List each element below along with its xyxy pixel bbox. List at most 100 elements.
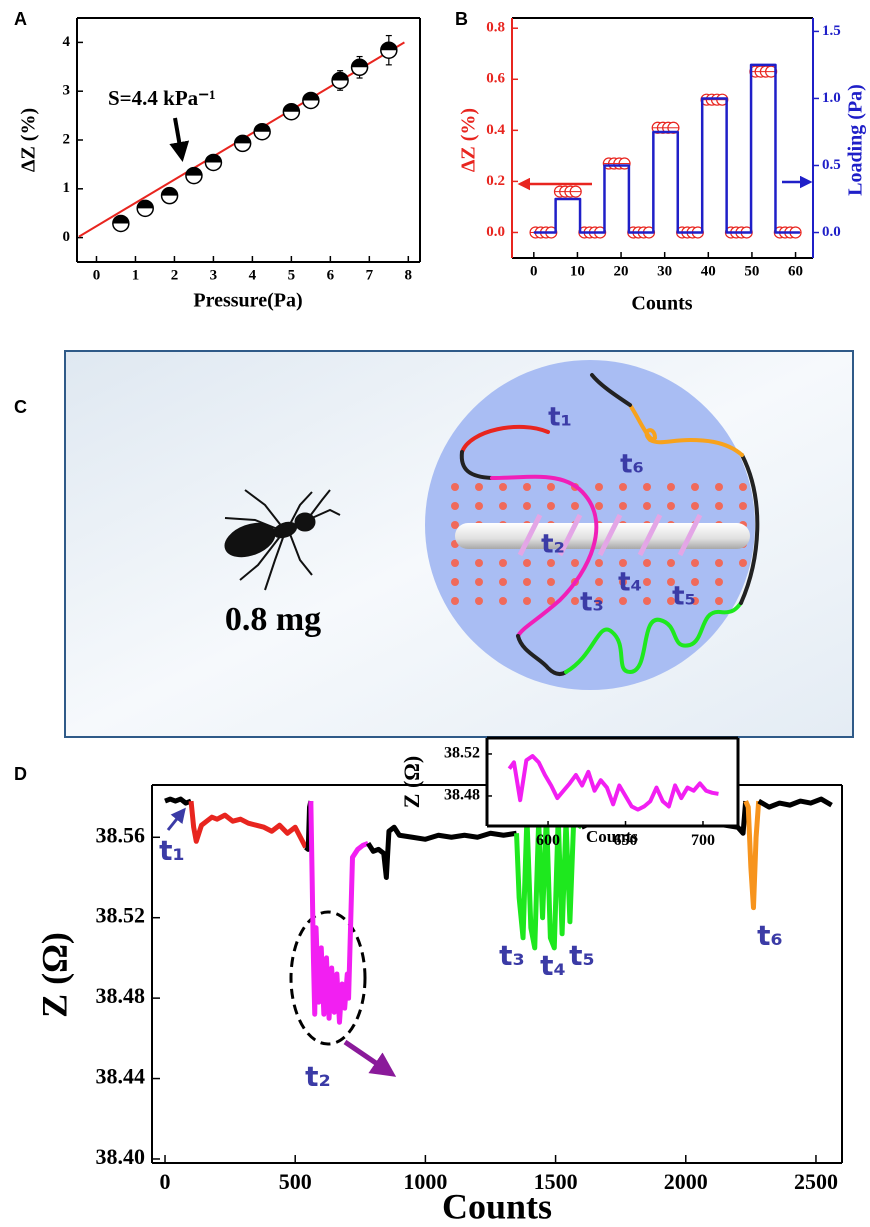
x-tick-label: 700 <box>691 832 715 849</box>
annotation: S=4.4 kPa⁻¹ <box>108 86 216 110</box>
dot <box>499 578 507 586</box>
dot <box>523 502 531 510</box>
dot <box>715 597 723 605</box>
panel-label: C <box>14 397 27 417</box>
trajectory <box>459 373 760 677</box>
ant <box>224 489 341 591</box>
y2-axis-title: Loading (Pa) <box>845 84 867 196</box>
dot <box>715 483 723 491</box>
chart-panel: 0 500 1000 1500 2000 2500 38.40 38.44 38.48 38.52… <box>14 764 843 1226</box>
mass-label: 0.8 mg <box>225 601 321 638</box>
dot <box>595 483 603 491</box>
data-point-half <box>254 123 271 132</box>
y-tick-label: 2 <box>63 131 71 147</box>
dot <box>691 483 699 491</box>
dot <box>739 559 747 567</box>
x-tick-label: 1 <box>132 268 140 284</box>
dot <box>667 502 675 510</box>
chart-panel: 600 650 700 38.48 38.52 Counts Z (Ω) <box>399 736 740 849</box>
y-tick-label: 0 <box>63 229 71 245</box>
time-marker: t₆ <box>757 919 783 952</box>
dot <box>619 559 627 567</box>
x-tick-label: 3 <box>210 268 218 284</box>
x-tick-label: 50 <box>744 264 759 280</box>
data-point-half <box>185 167 202 176</box>
y-tick-label: 0.0 <box>486 224 505 240</box>
x-tick-label: 0 <box>160 1169 171 1194</box>
x-tick-label: 40 <box>701 264 716 280</box>
dot <box>667 578 675 586</box>
dot <box>475 483 483 491</box>
dot <box>619 578 627 586</box>
y-tick-label: 0.4 <box>486 122 505 138</box>
dot <box>547 578 555 586</box>
data-point-half <box>380 42 397 51</box>
y2-tick-label: 1.0 <box>822 90 841 106</box>
x-tick-label: 8 <box>405 268 413 284</box>
dot <box>595 578 603 586</box>
data-line <box>514 810 584 951</box>
x-tick-label: 4 <box>249 268 257 284</box>
y-axis-title: Z (Ω) <box>34 932 74 1018</box>
chart-panel: 0 10 20 30 40 50 60 0.0 0.2 0.4 0.6 0.8 0.0 0.5 1.0 1.5… <box>455 9 867 315</box>
x-tick-label: 600 <box>536 832 560 849</box>
x-tick-label: 2000 <box>664 1169 708 1194</box>
time-marker: t₆ <box>620 450 644 480</box>
y2-tick-label: 1.5 <box>822 23 841 39</box>
dot <box>499 483 507 491</box>
dot <box>691 578 699 586</box>
dot <box>571 502 579 510</box>
data-point-half <box>332 72 349 81</box>
data-point-half <box>302 92 319 101</box>
data-line <box>164 796 192 806</box>
dot <box>691 502 699 510</box>
panel-c: C 0.8 mg <box>14 350 854 738</box>
dot <box>451 597 459 605</box>
x-tick-label: 650 <box>614 832 638 849</box>
y-tick-label: 1 <box>63 180 71 196</box>
x-tick-label: 2 <box>171 268 179 284</box>
dot <box>523 578 531 586</box>
plots: 0 1 2 3 4 5 6 7 8 0 1 2 3 4 A Pressure(Pa) ΔZ (%) S=4.4 k… <box>14 9 867 1227</box>
x-tick-label: 0 <box>530 264 538 280</box>
dot <box>475 597 483 605</box>
y-tick-label: 38.40 <box>96 1144 146 1169</box>
data-point-half <box>112 215 129 224</box>
data-point-half <box>137 200 154 209</box>
y-tick-label: 38.52 <box>444 745 480 762</box>
data-line <box>308 801 370 1025</box>
y-tick-label: 38.44 <box>96 1064 146 1089</box>
data-point-half <box>283 103 300 112</box>
dot <box>595 502 603 510</box>
zoom-ellipse <box>289 910 367 1046</box>
x-tick-label: 2500 <box>794 1169 838 1194</box>
dot <box>595 559 603 567</box>
zoom-arrow <box>343 1039 397 1077</box>
y-tick-label: 38.48 <box>96 983 146 1008</box>
y-tick-label: 0.2 <box>486 173 505 189</box>
x-tick-label: 10 <box>570 264 585 280</box>
y-tick-label: 0.6 <box>486 71 505 87</box>
dot <box>499 559 507 567</box>
panel-label: A <box>14 9 27 29</box>
chart-panel: 0 1 2 3 4 5 6 7 8 0 1 2 3 4 A Pressure(Pa) ΔZ (%) S=4.4 k… <box>14 9 421 312</box>
dot <box>619 483 627 491</box>
dot <box>619 502 627 510</box>
dot <box>523 483 531 491</box>
y-axis-title: ΔZ (%) <box>18 108 40 172</box>
data-line <box>757 796 833 810</box>
time-marker: t₂ <box>541 530 565 560</box>
y-axis-title: ΔZ (%) <box>458 108 480 172</box>
x-tick-label: 30 <box>657 264 672 280</box>
time-marker: t₂ <box>305 1060 331 1093</box>
annotation-arrow <box>169 117 190 162</box>
x-axis-title: Counts <box>631 293 692 315</box>
dot <box>451 521 459 529</box>
y-tick-label: 38.48 <box>444 787 480 804</box>
dot <box>619 597 627 605</box>
x-axis-title: Counts <box>442 1186 552 1226</box>
y-tick-label: 0.8 <box>486 20 505 36</box>
data-line <box>507 754 719 812</box>
time-marker: t₁ <box>159 834 185 867</box>
y-tick-label: 38.52 <box>96 903 146 928</box>
